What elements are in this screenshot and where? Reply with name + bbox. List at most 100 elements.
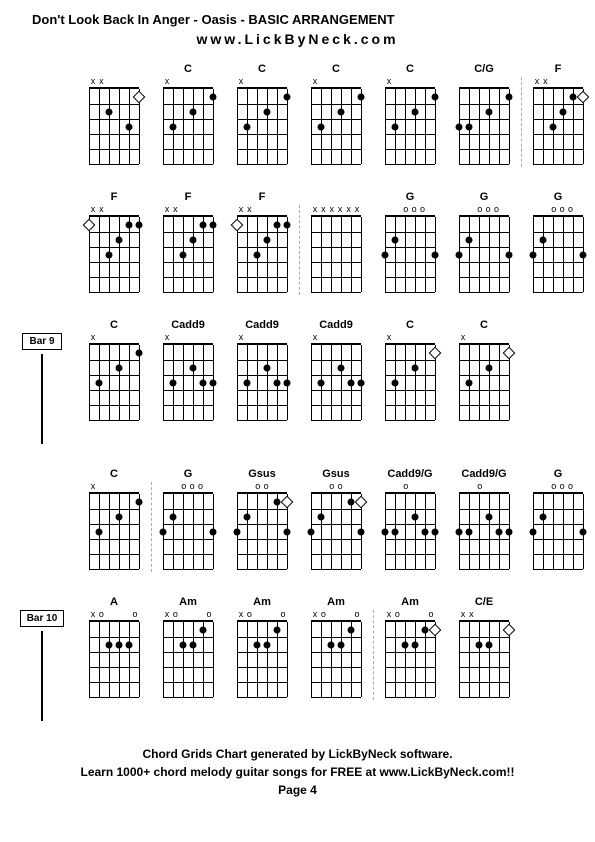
fret-dot	[550, 123, 557, 130]
nut-mark	[319, 333, 327, 343]
nut-mark	[345, 77, 353, 87]
nut-mark	[328, 333, 336, 343]
fret-dot	[116, 513, 123, 520]
nut-mark	[205, 482, 213, 492]
chord-diagram: xx	[232, 205, 292, 295]
chord-box: Fxx	[526, 63, 590, 167]
nut-mark	[353, 482, 361, 492]
fretboard	[163, 492, 213, 569]
chord-name: F	[259, 191, 266, 205]
fret-dot	[486, 108, 493, 115]
nut-mark	[106, 333, 114, 343]
nut-mark: o	[550, 205, 558, 215]
nut-mark	[245, 333, 253, 343]
fret-dot	[456, 251, 463, 258]
fretboard	[385, 492, 435, 569]
fret-dot	[116, 364, 123, 371]
fret-dot	[432, 93, 439, 100]
chord-diagram: xx	[528, 77, 588, 167]
chord-box: Amxoo	[378, 596, 442, 700]
fret-dot	[392, 528, 399, 535]
nut-row: xx	[89, 205, 139, 215]
fret-dot	[200, 221, 207, 228]
nut-mark	[197, 205, 205, 215]
chord-name: C	[406, 63, 414, 77]
nut-mark	[467, 77, 475, 87]
chord-diagram: x	[84, 333, 144, 423]
page-footer: Chord Grids Chart generated by LickByNec…	[12, 745, 583, 799]
chord-diagram: x	[380, 77, 440, 167]
nut-mark: x	[97, 77, 105, 87]
fret-dot	[244, 123, 251, 130]
fret-dot	[210, 528, 217, 535]
bar-line	[41, 631, 43, 721]
page-title: Don't Look Back In Anger - Oasis - BASIC…	[12, 12, 583, 27]
open-marker	[429, 346, 442, 359]
fret-dot	[210, 379, 217, 386]
nut-mark	[575, 482, 583, 492]
nut-mark: o	[171, 610, 179, 620]
chord-row: FxxFxxFxxxxxxxxGoooGoooGooo	[12, 191, 583, 295]
nut-mark: x	[163, 205, 171, 215]
nut-mark	[345, 333, 353, 343]
chord-diagram: xoo	[158, 610, 218, 700]
chord-name: Am	[179, 596, 197, 610]
fret-dot	[160, 528, 167, 535]
nut-mark	[114, 77, 122, 87]
nut-mark	[533, 205, 541, 215]
nut-mark	[171, 333, 179, 343]
fret-dot	[422, 528, 429, 535]
nut-mark	[575, 205, 583, 215]
nut-mark	[328, 610, 336, 620]
fret-dot	[180, 251, 187, 258]
nut-row: xx	[237, 205, 287, 215]
fret-dot	[318, 513, 325, 520]
fret-dot	[486, 364, 493, 371]
nut-row: x	[311, 333, 361, 343]
nut-mark	[459, 77, 467, 87]
chord-name: C	[258, 63, 266, 77]
nut-row: oo	[237, 482, 287, 492]
chord-name: Am	[401, 596, 419, 610]
fret-dot	[530, 251, 537, 258]
chord-diagram: x	[380, 333, 440, 423]
nut-mark: o	[353, 610, 361, 620]
chord-name: G	[554, 468, 563, 482]
nut-mark: x	[237, 610, 245, 620]
fret-dot	[486, 513, 493, 520]
nut-mark	[237, 482, 245, 492]
chord-name: C	[406, 319, 414, 333]
fret-dot	[412, 641, 419, 648]
fret-dot	[190, 364, 197, 371]
chord-diagram: x	[84, 482, 144, 572]
chord-box: Cadd9x	[230, 319, 294, 423]
chord-name: C	[332, 63, 340, 77]
chord-box: Cadd9x	[304, 319, 368, 423]
chord-name: C	[184, 63, 192, 77]
fretboard	[163, 87, 213, 164]
fret-dot	[264, 641, 271, 648]
chord-name: Cadd9	[245, 319, 279, 333]
nut-mark: x	[97, 205, 105, 215]
nut-mark	[459, 205, 467, 215]
chord-box: Amxoo	[304, 596, 368, 700]
chord-box: Cadd9/Go	[452, 468, 516, 572]
fretboard	[163, 620, 213, 697]
fret-dot	[200, 626, 207, 633]
nut-mark	[254, 205, 262, 215]
nut-mark: x	[163, 610, 171, 620]
fret-dot	[560, 108, 567, 115]
fret-dot	[358, 379, 365, 386]
fretboard	[237, 620, 287, 697]
fret-dot	[358, 528, 365, 535]
nut-mark: o	[550, 482, 558, 492]
fret-dot	[136, 221, 143, 228]
nut-row: x	[385, 333, 435, 343]
fret-dot	[580, 528, 587, 535]
fret-dot	[96, 528, 103, 535]
open-marker	[281, 495, 294, 508]
nut-row: x	[385, 77, 435, 87]
nut-mark: o	[97, 610, 105, 620]
nut-mark: x	[328, 205, 336, 215]
fret-dot	[392, 123, 399, 130]
